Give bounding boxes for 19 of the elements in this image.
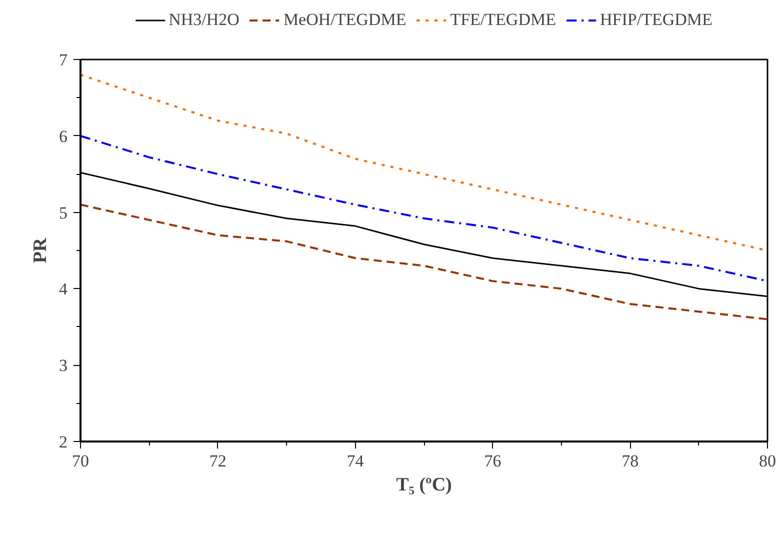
x-tick-label: 78 bbox=[622, 452, 639, 470]
x-tick-label: 70 bbox=[72, 452, 89, 470]
x-tick-label: 76 bbox=[484, 452, 502, 470]
y-tick-label: 5 bbox=[59, 203, 68, 222]
x-tick-label: 72 bbox=[209, 452, 226, 470]
x-tick-label: 80 bbox=[759, 452, 776, 470]
line-series bbox=[80, 204, 768, 320]
y-tick-label: 7 bbox=[59, 50, 68, 70]
y-tick-label: 4 bbox=[59, 280, 68, 299]
legend-label: HFIP/TEGDME bbox=[600, 10, 712, 30]
x-axis-title: T₅ (ºC) bbox=[396, 474, 452, 496]
y-axis-title: PR bbox=[30, 238, 51, 264]
legend-label: TFE/TEGDME bbox=[450, 10, 556, 30]
y-tick-label: 6 bbox=[59, 126, 68, 146]
x-tick-label: 74 bbox=[346, 452, 364, 470]
legend-label: NH3/H2O bbox=[168, 10, 240, 30]
y-tick-label: 2 bbox=[59, 432, 68, 452]
legend-label: MeOH/TEGDME bbox=[283, 10, 406, 30]
y-tick-label: 3 bbox=[59, 356, 68, 376]
